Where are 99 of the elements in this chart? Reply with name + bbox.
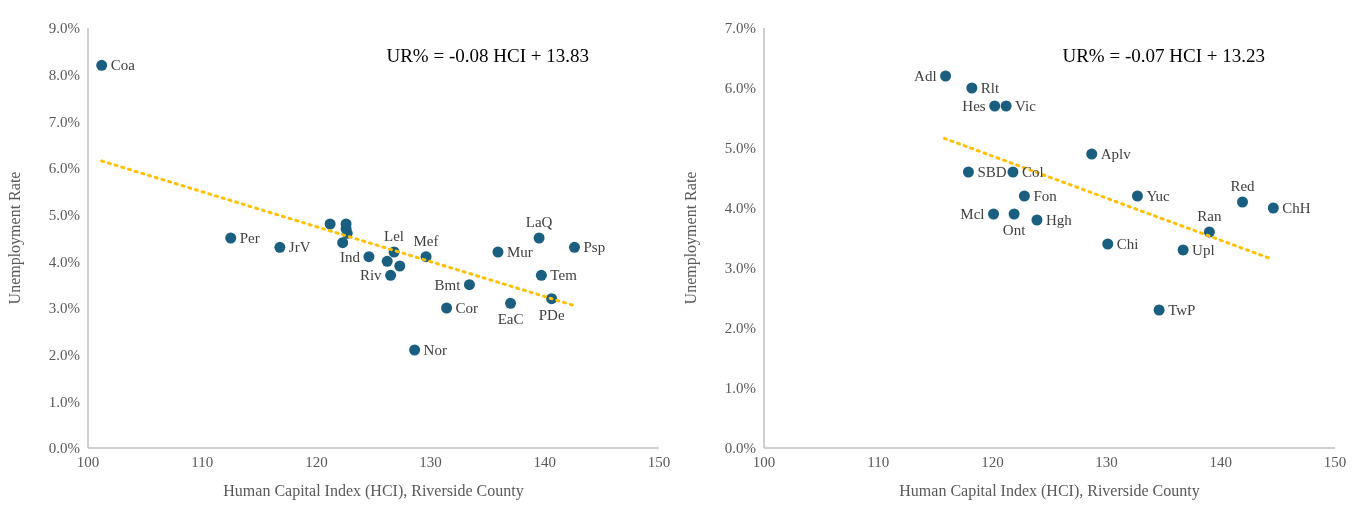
point: [989, 100, 1001, 112]
point: [381, 255, 393, 267]
annotation: Mcl: [960, 206, 985, 222]
annotation: EaC: [497, 311, 524, 328]
x-tick-label: 140: [1209, 453, 1233, 470]
x-axis-title: Human Capital Index (HCI), Riverside County: [223, 482, 524, 500]
annotation: Ont: [1002, 222, 1027, 238]
y-tick-label: 2.0%: [724, 320, 756, 337]
point: [1102, 238, 1114, 250]
y-tick-label: 7.0%: [48, 113, 80, 130]
y-tick-label: 3.0%: [724, 260, 756, 277]
annotation: TwP: [1168, 302, 1196, 318]
y-tick-label: 4.0%: [724, 200, 756, 217]
annotation: UR% = -0.07 HCI + 13.23: [1062, 44, 1265, 66]
annotation: Nor: [423, 342, 447, 358]
y-tick-label: 6.0%: [48, 160, 80, 177]
point: [492, 246, 504, 258]
point: [505, 297, 517, 309]
y-tick-label: 2.0%: [48, 346, 80, 363]
point: [535, 269, 547, 281]
point: [385, 269, 397, 281]
annotation: Chi: [1116, 236, 1139, 252]
point: [568, 241, 580, 253]
x-tick-label: 110: [191, 453, 214, 470]
annotation: Cor: [455, 300, 479, 316]
point: [1086, 148, 1098, 160]
annotation: SBD: [977, 164, 1007, 180]
annotation: Mur: [506, 244, 533, 260]
annotation: Hgh: [1045, 212, 1073, 228]
x-tick-label: 130: [1095, 453, 1118, 470]
y-tick-label: 6.0%: [724, 80, 756, 97]
point: [1000, 100, 1012, 112]
point: [1177, 244, 1189, 256]
point: [1267, 202, 1279, 214]
y-tick-label: 8.0%: [48, 66, 80, 83]
annotation: Rlt: [980, 80, 1001, 96]
point: [533, 232, 545, 244]
annotation: Ind: [339, 248, 361, 265]
point: [962, 166, 974, 178]
annotation: Ran: [1197, 208, 1222, 224]
point: [1237, 196, 1248, 208]
annotation: Psp: [583, 239, 606, 256]
annotation: Aplv: [1100, 146, 1132, 162]
annotation: Tem: [550, 267, 578, 284]
x-tick-label: 130: [419, 453, 442, 470]
y-axis-title: Unemployment Rate: [5, 171, 24, 305]
point: [1018, 190, 1030, 202]
point: [324, 218, 336, 230]
point: [363, 251, 375, 263]
annotation: Upl: [1192, 242, 1215, 258]
x-tick-label: 110: [867, 453, 890, 470]
annotation: Riv: [359, 267, 383, 284]
x-tick-label: 120: [981, 453, 1004, 470]
point: [1008, 208, 1020, 220]
annotation: Vic: [1015, 98, 1037, 114]
y-tick-label: 7.0%: [724, 20, 756, 37]
annotation: Hes: [962, 98, 986, 114]
point: [940, 70, 952, 82]
annotation: Per: [239, 230, 260, 246]
x-tick-label: 120: [305, 453, 328, 470]
annotation: LaQ: [525, 214, 553, 230]
y-tick-label: 3.0%: [48, 300, 80, 317]
annotation: UR% = -0.08 HCI + 13.83: [386, 44, 589, 66]
point: [1007, 166, 1019, 178]
annotation: Fon: [1033, 188, 1058, 204]
annotation: Coa: [110, 57, 136, 74]
annotation: Yuc: [1146, 188, 1171, 204]
x-axis-title: Human Capital Index (HCI), Riverside County: [899, 482, 1200, 500]
annotation: Bmt: [434, 276, 462, 293]
point: [463, 279, 475, 291]
point: [337, 237, 349, 249]
point: [225, 232, 237, 244]
point: [988, 208, 1000, 220]
point: [394, 260, 406, 272]
y-axis-title: Unemployment Rate: [681, 171, 700, 305]
y-tick-label: 9.0%: [48, 20, 80, 37]
x-tick-label: 140: [533, 453, 557, 470]
y-tick-label: 1.0%: [724, 380, 756, 397]
annotation: ChH: [1282, 200, 1311, 216]
point: [1131, 190, 1143, 202]
x-tick-label: 150: [647, 453, 671, 470]
point: [1153, 304, 1165, 316]
annotation: Adl: [914, 68, 937, 84]
annotation: PDe: [538, 306, 565, 323]
annotation: Lel: [384, 228, 405, 244]
y-tick-label: 1.0%: [48, 393, 80, 410]
point: [1031, 214, 1043, 226]
annotation: Mef: [413, 232, 439, 249]
x-tick-label: 150: [1323, 453, 1347, 470]
point: [274, 241, 286, 253]
annotation: Red: [1230, 178, 1256, 194]
point: [966, 82, 978, 94]
point: [441, 302, 453, 314]
y-tick-label: 5.0%: [48, 206, 80, 223]
point: [409, 344, 421, 356]
point: [96, 59, 108, 71]
y-tick-label: 5.0%: [724, 140, 756, 157]
y-tick-label: 4.0%: [48, 253, 80, 270]
annotation: JrV: [288, 239, 311, 256]
